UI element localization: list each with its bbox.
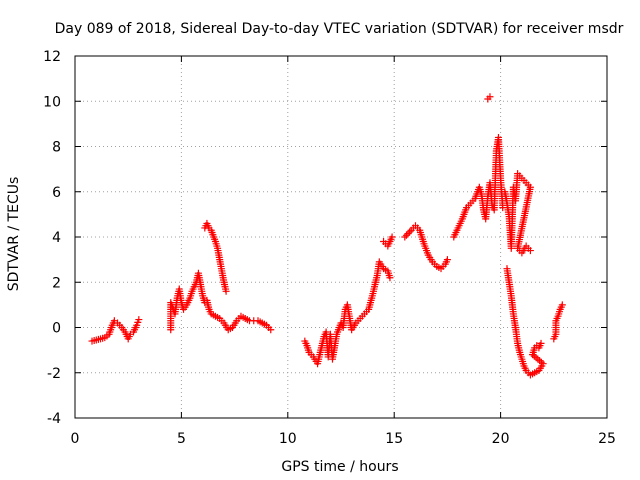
axis-ticks [74, 55, 608, 419]
data-point [486, 93, 494, 101]
y-tick-label: 10 [43, 94, 61, 110]
x-tick-label: 25 [598, 431, 616, 447]
data-series-sdtvar [88, 93, 566, 379]
y-tick-label: 8 [52, 140, 61, 156]
data-point [222, 287, 230, 295]
data-point [401, 233, 409, 241]
data-point [443, 256, 451, 264]
x-tick-label: 5 [177, 431, 186, 447]
y-tick-label: 0 [52, 321, 61, 337]
data-point [402, 231, 410, 239]
data-point [386, 274, 394, 282]
y-tick-label: 2 [52, 275, 61, 291]
x-tick-label: 15 [385, 431, 403, 447]
y-tick-label: 4 [52, 230, 61, 246]
x-tick-labels: 0 5 10 15 20 25 [71, 431, 616, 447]
y-tick-label: -4 [47, 411, 61, 427]
y-tick-label: 6 [52, 185, 61, 201]
x-tick-label: 20 [492, 431, 510, 447]
data-point [267, 326, 275, 334]
y-tick-label: 12 [43, 49, 61, 65]
data-point [537, 339, 545, 347]
data-point [388, 233, 396, 241]
x-tick-label: 10 [279, 431, 297, 447]
y-axis-label: SDTVAR / TECUs [6, 177, 22, 292]
data-point [406, 228, 414, 236]
y-tick-labels: -4 -2 0 2 4 6 8 10 12 [43, 49, 61, 427]
data-point [558, 301, 566, 309]
chart-title: Day 089 of 2018, Sidereal Day-to-day VTE… [55, 21, 624, 37]
data-point [135, 316, 143, 324]
grid [75, 56, 607, 418]
x-axis-label: GPS time / hours [281, 459, 398, 475]
y-tick-label: -2 [47, 366, 61, 382]
data-point [526, 247, 534, 255]
data-point [404, 230, 412, 238]
x-tick-label: 0 [71, 431, 80, 447]
